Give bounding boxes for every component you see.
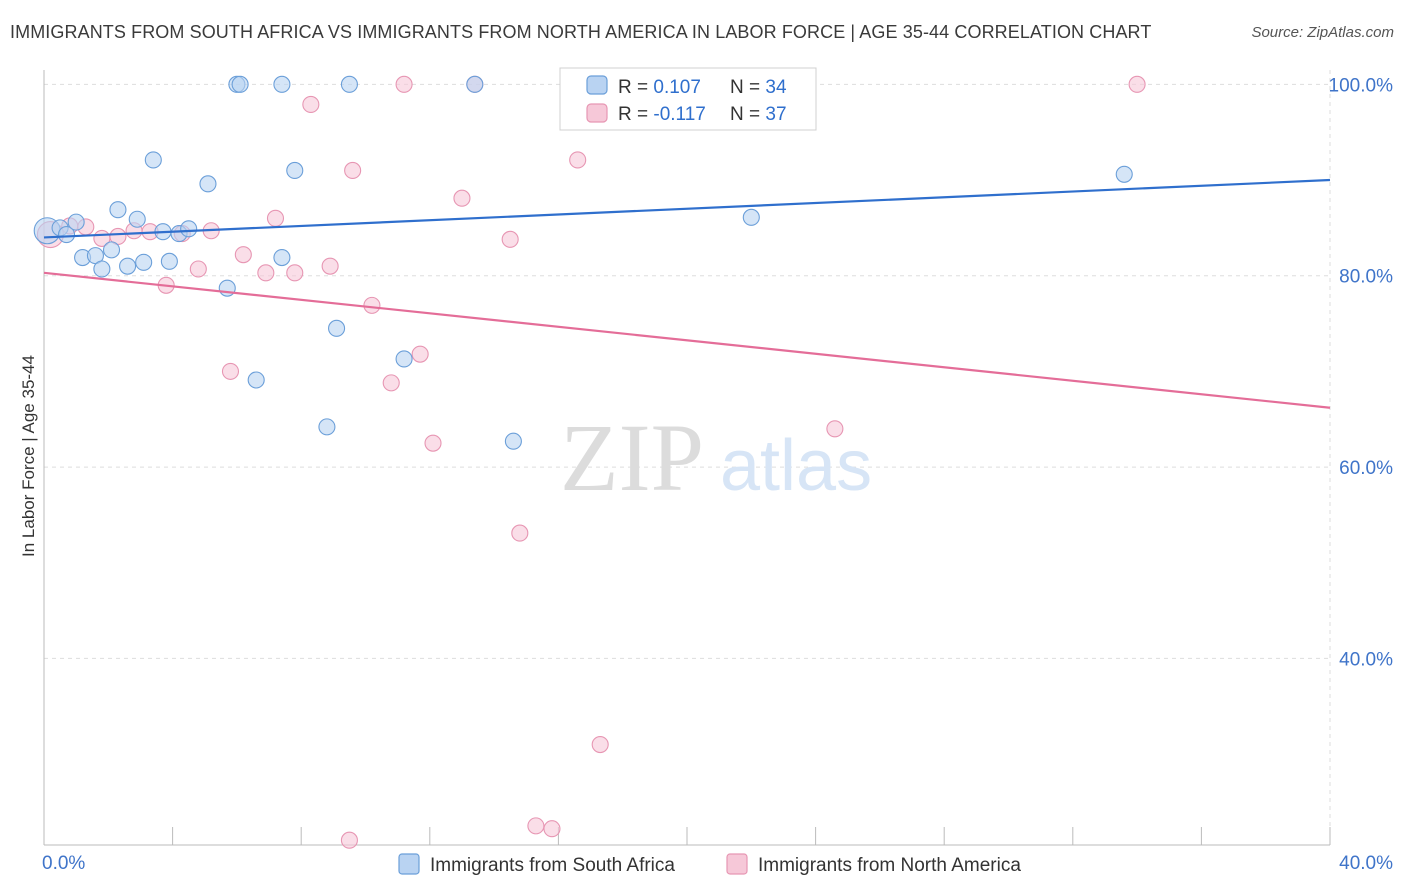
y-tick-label: 40.0% — [1339, 649, 1393, 670]
stats-r-label-pink: R = — [618, 104, 653, 125]
point-south-africa — [199, 175, 217, 193]
point-north-america — [591, 735, 609, 754]
point-south-africa — [57, 226, 76, 244]
point-north-america — [257, 264, 275, 282]
point-north-america — [411, 345, 429, 363]
point-south-africa — [273, 75, 291, 93]
point-north-america — [501, 230, 519, 248]
legend-swatch-north-america — [726, 853, 748, 875]
point-north-america — [453, 189, 471, 207]
point-north-america — [286, 264, 304, 282]
point-north-america — [344, 161, 362, 180]
point-north-america — [363, 296, 381, 314]
y-tick-label: 60.0% — [1339, 458, 1393, 479]
point-south-africa — [395, 350, 413, 368]
point-north-america — [266, 209, 285, 227]
point-south-africa — [328, 319, 346, 337]
point-south-africa — [340, 75, 358, 93]
watermark-zip: ZIP — [560, 404, 704, 511]
source-credit: Source: ZipAtlas.com — [1251, 24, 1394, 41]
watermark: ZIP atlas — [560, 404, 872, 511]
point-north-america — [511, 524, 529, 542]
point-south-africa — [109, 201, 127, 219]
axes — [43, 70, 1331, 846]
point-north-america — [543, 820, 561, 838]
stats-r-value-blue: 0.107 — [653, 77, 701, 98]
stats-legend-swatch-pink — [586, 103, 608, 123]
bottom-legend: Immigrants from South Africa Immigrants … — [398, 853, 1021, 876]
point-north-america — [527, 817, 545, 835]
stats-n-label-pink: N = — [730, 104, 765, 125]
x-tick-label: 0.0% — [42, 853, 85, 874]
x-tick-labels: 0.0% 40.0% — [42, 853, 1393, 874]
point-north-america — [382, 374, 400, 392]
stats-legend: R = 0.107 N = 34 R = -0.117 N = 37 — [559, 67, 817, 131]
point-north-america — [221, 362, 240, 380]
point-south-africa — [67, 213, 85, 231]
watermark-atlas: atlas — [720, 426, 872, 506]
legend-label-north-america: Immigrants from North America — [758, 855, 1021, 876]
stats-r-value-pink: -0.117 — [653, 104, 705, 125]
y-tick-label: 100.0% — [1329, 75, 1394, 96]
point-north-america — [424, 434, 442, 452]
point-south-africa — [119, 257, 137, 275]
point-north-america — [321, 257, 339, 275]
point-south-africa — [102, 241, 121, 259]
stats-legend-swatch-blue — [586, 75, 608, 95]
x-tick-label: 40.0% — [1339, 853, 1393, 874]
point-south-africa — [128, 210, 146, 228]
point-south-africa — [273, 248, 291, 267]
point-south-africa — [1115, 165, 1133, 183]
trend-line-north-america — [43, 271, 1331, 409]
point-south-africa — [247, 371, 265, 389]
legend-label-south-africa: Immigrants from South Africa — [430, 855, 675, 876]
point-south-africa — [135, 253, 153, 271]
point-south-africa — [286, 161, 304, 180]
svg-text:N = 34: N = 34 — [730, 77, 787, 98]
y-tick-label: 80.0% — [1339, 267, 1393, 288]
point-south-africa — [504, 432, 522, 450]
point-north-america — [189, 260, 207, 278]
svg-text:N = 37: N = 37 — [730, 104, 787, 125]
series-south-africa-points — [33, 75, 1133, 450]
point-south-africa — [160, 252, 178, 270]
point-north-america — [340, 831, 358, 849]
point-south-africa — [742, 208, 760, 226]
svg-text:R = -0.117: R = -0.117 — [618, 104, 706, 125]
point-south-africa — [231, 75, 249, 93]
legend-swatch-south-africa — [398, 853, 420, 875]
point-south-africa — [180, 220, 198, 238]
stats-n-value-blue: 34 — [765, 77, 787, 98]
svg-text:R = 0.107: R = 0.107 — [618, 77, 701, 98]
chart-title: IMMIGRANTS FROM SOUTH AFRICA VS IMMIGRAN… — [10, 22, 1152, 42]
point-north-america — [234, 246, 252, 264]
point-south-africa — [318, 418, 336, 436]
stats-r-label-blue: R = — [618, 77, 653, 98]
y-axis-label: In Labor Force | Age 35-44 — [19, 355, 38, 557]
point-south-africa — [93, 260, 111, 278]
point-north-america — [302, 95, 320, 113]
y-tick-labels: 40.0% 60.0% 80.0% 100.0% — [1329, 75, 1394, 670]
point-north-america — [569, 151, 587, 169]
stats-n-label-blue: N = — [730, 77, 765, 98]
trend-lines — [43, 178, 1331, 409]
point-north-america — [1128, 75, 1146, 93]
point-south-africa — [466, 75, 484, 93]
trend-line-south-africa — [43, 178, 1331, 239]
point-north-america — [826, 420, 844, 438]
point-north-america — [395, 75, 413, 93]
stats-n-value-pink: 37 — [765, 104, 786, 125]
point-south-africa — [144, 151, 162, 169]
